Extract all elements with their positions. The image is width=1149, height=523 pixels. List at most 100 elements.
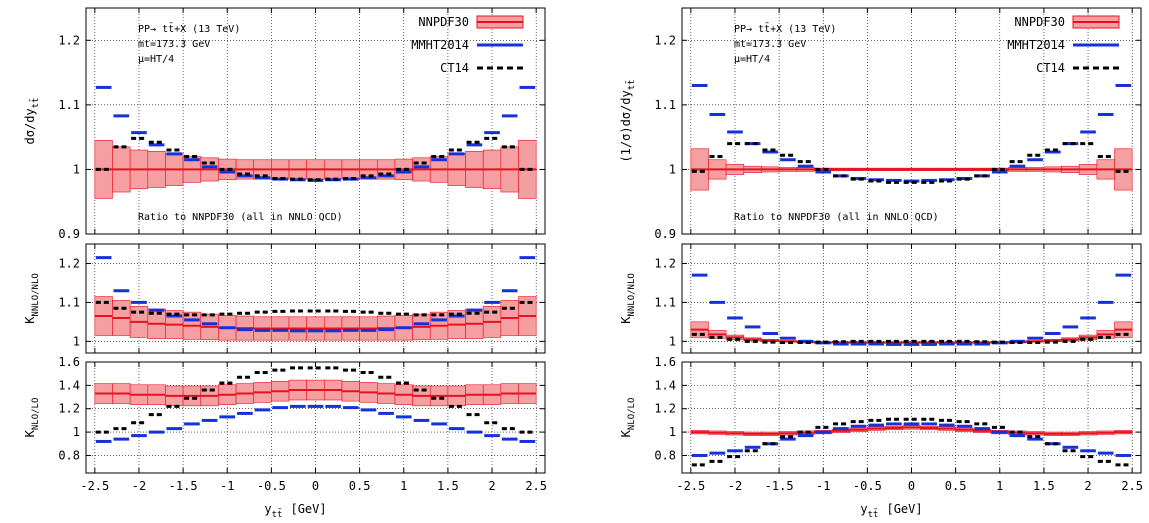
y-axis-label-main: (1/σ)dσ/dy [619, 90, 633, 162]
y-tick-label: 1.4 [58, 378, 80, 392]
x-axis-label-sub: tt̄ [868, 508, 879, 520]
x-axis-label: ytt̄ [GeV] [860, 502, 922, 520]
y-axis-label-sub: NNLO/NLO [627, 273, 637, 316]
y-tick-label: 1 [669, 334, 676, 348]
y-tick-label: 1.1 [58, 98, 80, 112]
y-axis-label: KNNLO/NLO [23, 273, 41, 324]
y-tick-label: 1.6 [58, 355, 80, 369]
x-tick-label: 1 [996, 479, 1003, 493]
y-axis-label: (1/σ)dσ/dytt̄ [619, 79, 637, 162]
legend-label: NNPDF30 [418, 15, 469, 29]
panel-left-top: 0.9 1 1.1 1.2 dσ/dytt̄ PP→ tt̄+X (13 TeV) mt=1… [23, 7, 546, 241]
y-tick-label: 1.2 [654, 402, 676, 416]
annotation-line: PP→ tt̄+X (13 TeV) [734, 22, 836, 35]
x-tick-label: -0.5 [257, 479, 286, 493]
plot-frame [85, 243, 546, 354]
x-axis-label: ytt̄ [GeV] [264, 502, 326, 520]
y-tick-label: 1 [669, 162, 676, 176]
x-tick-label: 1.5 [437, 479, 459, 493]
y-tick-label: 0.9 [654, 227, 676, 241]
x-tick-label: -2 [132, 479, 146, 493]
plot-frame [85, 361, 546, 474]
legend-label: NNPDF30 [1014, 15, 1065, 29]
y-tick-label: 1.2 [654, 256, 676, 270]
y-tick-label: 1.2 [58, 256, 80, 270]
y-axis-label-main: K [23, 316, 37, 324]
x-tick-label: 2 [1084, 479, 1091, 493]
y-tick-label: 1.4 [654, 378, 676, 392]
panel-left-middle: 1 1.1 1.2 KNNLO/NLO [23, 243, 546, 354]
y-tick-label: 1.6 [654, 355, 676, 369]
y-tick-label: 1 [73, 162, 80, 176]
x-tick-label: 2.5 [1121, 479, 1143, 493]
y-tick-label: 0.8 [58, 448, 80, 462]
plot-frame [85, 7, 546, 235]
x-axis-label-var: y [860, 502, 867, 516]
y-axis-label-sub: tt̄ [625, 79, 637, 90]
x-axis-label-unit: [GeV] [886, 502, 922, 516]
y-axis-label: KNLO/LO [23, 398, 41, 438]
y-axis-label: dσ/dytt̄ [23, 98, 41, 145]
ratio-note: Ratio to NNPDF30 (all in NNLO QCD) [138, 212, 343, 223]
y-axis-label-main: K [619, 316, 633, 324]
x-tick-label: 2.5 [525, 479, 547, 493]
x-tick-label: 0 [908, 479, 915, 493]
y-axis-label-main: dσ/dy [23, 108, 37, 144]
y-tick-label: 0.9 [58, 227, 80, 241]
annotation-line: mt=173.3 GeV [138, 39, 210, 50]
y-axis-label-sub: NNLO/NLO [31, 273, 41, 316]
y-axis-label: KNLO/LO [619, 398, 637, 438]
panel-right-middle: 1 1.1 1.2 KNNLO/NLO [619, 243, 1142, 354]
y-axis-label-main: K [23, 429, 37, 437]
y-tick-label: 1.1 [58, 295, 80, 309]
x-tick-label: -0.5 [853, 479, 882, 493]
panel-right-bottom: 0.8 1 1.2 1.4 1.6 -2.5 -2 -1.5 -1 -0.5 0 0.5 1 1.5 2 2.… [619, 355, 1143, 520]
x-tick-label: -2.5 [676, 479, 705, 493]
annotation-line: PP→ tt̄+X (13 TeV) [138, 22, 240, 35]
plot-frame [681, 7, 1142, 235]
legend-label: MMHT2014 [411, 38, 469, 52]
x-tick-label: 2 [488, 479, 495, 493]
annotation-line: mt=173.3 GeV [734, 39, 806, 50]
panel-left-bottom: 0.8 1 1.2 1.4 1.6 -2.5 -2 -1.5 -1 -0.5 0 0.5 1 1.5 2 2.… [23, 355, 547, 520]
y-tick-label: 1.2 [58, 33, 80, 47]
x-axis-label-var: y [264, 502, 271, 516]
annotation-line: μ=HT/4 [734, 54, 770, 65]
ratio-note: Ratio to NNPDF30 (all in NNLO QCD) [734, 212, 939, 223]
x-tick-label: 0.5 [945, 479, 967, 493]
x-tick-label: -1 [816, 479, 830, 493]
x-tick-label: -1.5 [169, 479, 198, 493]
legend-label: CT14 [440, 61, 469, 75]
y-axis-label-sub: NLO/LO [627, 398, 637, 431]
x-tick-label: 1 [400, 479, 407, 493]
x-tick-label: -2 [728, 479, 742, 493]
legend-label: MMHT2014 [1007, 38, 1065, 52]
y-tick-label: 1.1 [654, 295, 676, 309]
y-tick-label: 1 [669, 425, 676, 439]
y-tick-label: 1 [73, 425, 80, 439]
y-axis-label: KNNLO/NLO [619, 273, 637, 324]
y-axis-label-main: K [619, 429, 633, 437]
panel-right-top: 0.9 1 1.1 1.2 (1/σ)dσ/dytt̄ PP→ tt̄+X (13 TeV… [619, 7, 1142, 241]
y-tick-label: 1 [73, 334, 80, 348]
plot-frame [681, 361, 1142, 474]
x-tick-label: -2.5 [80, 479, 109, 493]
y-axis-label-sub: NLO/LO [31, 398, 41, 431]
y-tick-label: 0.8 [654, 448, 676, 462]
x-tick-label: -1 [220, 479, 234, 493]
y-tick-label: 1.2 [654, 33, 676, 47]
x-tick-label: 0 [312, 479, 319, 493]
legend-label: CT14 [1036, 61, 1065, 75]
plot-frame [681, 243, 1142, 354]
y-tick-label: 1.1 [654, 98, 676, 112]
x-tick-label: 1.5 [1033, 479, 1055, 493]
x-axis-label-unit: [GeV] [290, 502, 326, 516]
x-axis-label-sub: tt̄ [272, 508, 283, 520]
x-tick-label: 0.5 [349, 479, 371, 493]
annotation-line: μ=HT/4 [138, 54, 174, 65]
y-tick-label: 1.2 [58, 402, 80, 416]
y-axis-label-sub: tt̄ [29, 98, 41, 109]
panels: 0.911.11.2dσ/dytt̄PP→ tt̄+X (13 TeV)mt=1… [23, 7, 1143, 520]
x-tick-label: -1.5 [765, 479, 794, 493]
